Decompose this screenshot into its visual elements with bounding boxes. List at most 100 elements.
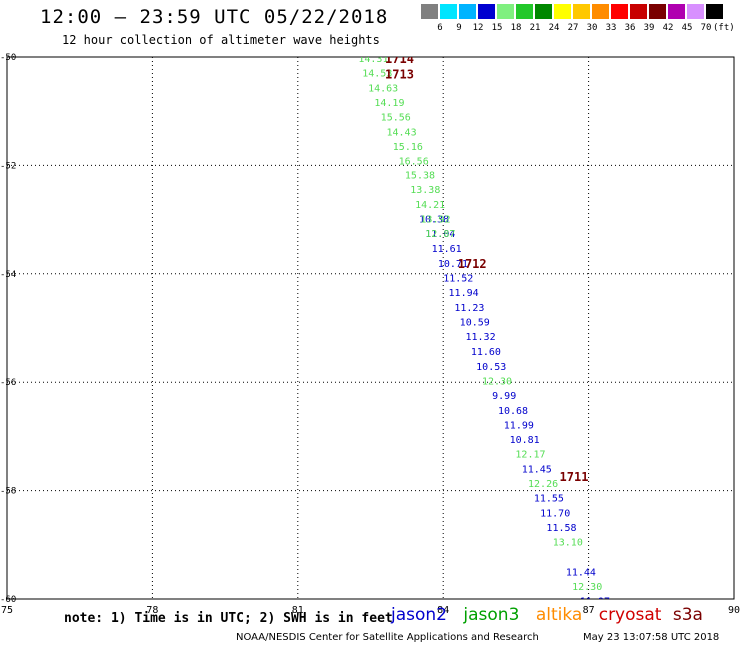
legend-altika: altika bbox=[535, 605, 583, 625]
page-title: 12:00 – 23:59 UTC 05/22/2018 bbox=[40, 6, 389, 28]
y-tick-label: -60 bbox=[0, 595, 16, 605]
data-point-jason3: 16.56 bbox=[399, 157, 429, 168]
footer-timestamp: May 23 13:07:58 UTC 2018 bbox=[583, 632, 720, 643]
scale-swatch bbox=[573, 4, 590, 19]
data-point-jason2: 11.94 bbox=[449, 288, 479, 299]
data-point-jason2: 11.58 bbox=[546, 523, 576, 534]
scale-swatch bbox=[459, 4, 476, 19]
data-point-jason2: 11.52 bbox=[443, 274, 473, 285]
scale-label: 42 bbox=[662, 23, 674, 33]
scale-swatch bbox=[440, 4, 457, 19]
data-point-jason3: 15.56 bbox=[381, 113, 411, 124]
data-point-jason2: 10.71 bbox=[438, 259, 468, 270]
scale-label: 12 bbox=[472, 23, 484, 33]
data-point-jason3: 12.17 bbox=[515, 450, 545, 461]
scale-label: 36 bbox=[624, 23, 636, 33]
data-point-jason3: 14.63 bbox=[368, 83, 398, 94]
data-point-jason2: 11.23 bbox=[454, 303, 484, 314]
scale-swatch bbox=[592, 4, 609, 19]
data-point-jason3: 13.10 bbox=[553, 538, 583, 549]
data-point-jason2: 11.44 bbox=[566, 567, 596, 578]
scale-label: 39 bbox=[643, 23, 655, 33]
data-point-jason2: 11.99 bbox=[504, 420, 534, 431]
data-point-jason3: 15.38 bbox=[405, 171, 435, 182]
scale-swatch bbox=[668, 4, 685, 19]
x-tick-label: 81 bbox=[292, 605, 304, 616]
data-point-jason3: 15.16 bbox=[393, 142, 423, 153]
legend-s3a: s3a bbox=[672, 605, 703, 625]
scale-swatch bbox=[630, 4, 647, 19]
page-subtitle: 12 hour collection of altimeter wave hei… bbox=[62, 33, 380, 47]
data-point-jason3: 12.87 bbox=[425, 229, 455, 240]
x-tick-label: 87 bbox=[583, 605, 595, 616]
legend: jason2 jason3 altika cryosat s3a bbox=[391, 605, 714, 625]
data-point-jason2: 11.55 bbox=[534, 494, 564, 505]
scale-swatch bbox=[649, 4, 666, 19]
y-tick-label: -50 bbox=[0, 53, 16, 63]
data-point-jason3: 13.38 bbox=[410, 185, 440, 196]
scale-swatch bbox=[687, 4, 704, 19]
time-label: 1712 bbox=[458, 257, 487, 271]
data-point-jason3: 14.19 bbox=[374, 98, 404, 109]
data-point-jason2: 10.59 bbox=[460, 317, 490, 328]
legend-cryosat: cryosat bbox=[598, 605, 662, 625]
data-points: 10.38 11.04 11.61 10.71 11.52 11.94 11.23 10.59… bbox=[358, 52, 610, 608]
scale-swatch bbox=[497, 4, 514, 19]
data-point-jason2: 10.68 bbox=[498, 406, 528, 417]
scale-label: 27 bbox=[567, 23, 579, 33]
data-point-jason3: 14.43 bbox=[386, 127, 416, 138]
scale-label: 15 bbox=[491, 23, 503, 33]
scale-swatch bbox=[516, 4, 533, 19]
data-point-jason3: 12.30 bbox=[482, 377, 512, 388]
scale-label: 18 bbox=[510, 23, 522, 33]
time-label: 1713 bbox=[385, 67, 414, 81]
plot-frame bbox=[6, 56, 735, 600]
data-point-jason3: 14.21 bbox=[415, 200, 445, 211]
data-point-jason2: 11.32 bbox=[465, 332, 495, 343]
data-point-jason3: 12.26 bbox=[528, 479, 558, 490]
y-tick-label: -58 bbox=[0, 487, 16, 497]
legend-jason3: jason3 bbox=[463, 605, 520, 625]
data-point-jason2: 11.45 bbox=[522, 464, 552, 475]
scale-swatch bbox=[535, 4, 552, 19]
footer-credit: NOAA/NESDIS Center for Satellite Applica… bbox=[236, 632, 539, 643]
x-tick-label: 78 bbox=[146, 605, 158, 616]
x-tick-label: 84 bbox=[437, 605, 449, 616]
x-tick-label: 75 bbox=[1, 605, 13, 616]
data-point-jason2: 11.70 bbox=[540, 508, 570, 519]
scale-swatch bbox=[706, 4, 723, 19]
scale-label: 24 bbox=[548, 23, 560, 33]
x-tick-label: 90 bbox=[728, 605, 740, 616]
data-point-jason3: 13.92 bbox=[420, 215, 450, 226]
scale-label: 45 bbox=[681, 23, 693, 33]
scale-swatch bbox=[421, 4, 438, 19]
y-tick-label: -54 bbox=[0, 270, 16, 280]
time-label: 1714 bbox=[385, 52, 414, 66]
y-tick-label: -52 bbox=[0, 161, 16, 171]
scale-swatch bbox=[478, 4, 495, 19]
footer-note: note: 1) Time is in UTC; 2) SWH is in fe… bbox=[64, 611, 393, 626]
y-tick-label: -56 bbox=[0, 378, 16, 388]
scale-label: 70 bbox=[700, 23, 712, 33]
data-point-jason2: 10.38 bbox=[419, 215, 449, 226]
data-point-jason3: 14.53 bbox=[362, 69, 392, 80]
data-point-jason3: 12.30 bbox=[572, 582, 602, 593]
legend-jason2: jason2 bbox=[391, 605, 447, 625]
scale-swatch bbox=[554, 4, 571, 19]
data-point-jason2: 11.60 bbox=[471, 347, 501, 358]
scale-label: 6 bbox=[437, 23, 443, 33]
data-point-jason2: 11.61 bbox=[432, 244, 462, 255]
scale-swatch bbox=[611, 4, 628, 19]
data-point-jason2: 9.99 bbox=[492, 391, 516, 402]
data-point-jason2: 11.87 bbox=[580, 597, 610, 608]
scale-label: 30 bbox=[586, 23, 598, 33]
scale-label: 21 bbox=[529, 23, 541, 33]
data-point-jason2: 11.04 bbox=[425, 229, 455, 240]
scale-unit: (ft) bbox=[713, 23, 735, 33]
scale-label: 9 bbox=[456, 23, 462, 33]
data-point-jason2: 10.53 bbox=[476, 362, 506, 373]
scale-label: 33 bbox=[605, 23, 617, 33]
data-point-jason2: 10.81 bbox=[510, 435, 540, 446]
time-label: 1711 bbox=[560, 470, 589, 484]
